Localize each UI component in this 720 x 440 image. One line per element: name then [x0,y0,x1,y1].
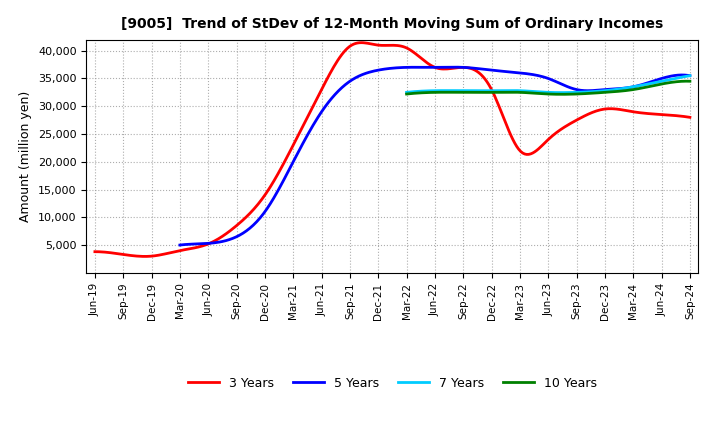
Title: [9005]  Trend of StDev of 12-Month Moving Sum of Ordinary Incomes: [9005] Trend of StDev of 12-Month Moving… [121,18,664,32]
Legend: 3 Years, 5 Years, 7 Years, 10 Years: 3 Years, 5 Years, 7 Years, 10 Years [183,372,602,395]
Y-axis label: Amount (million yen): Amount (million yen) [19,91,32,222]
